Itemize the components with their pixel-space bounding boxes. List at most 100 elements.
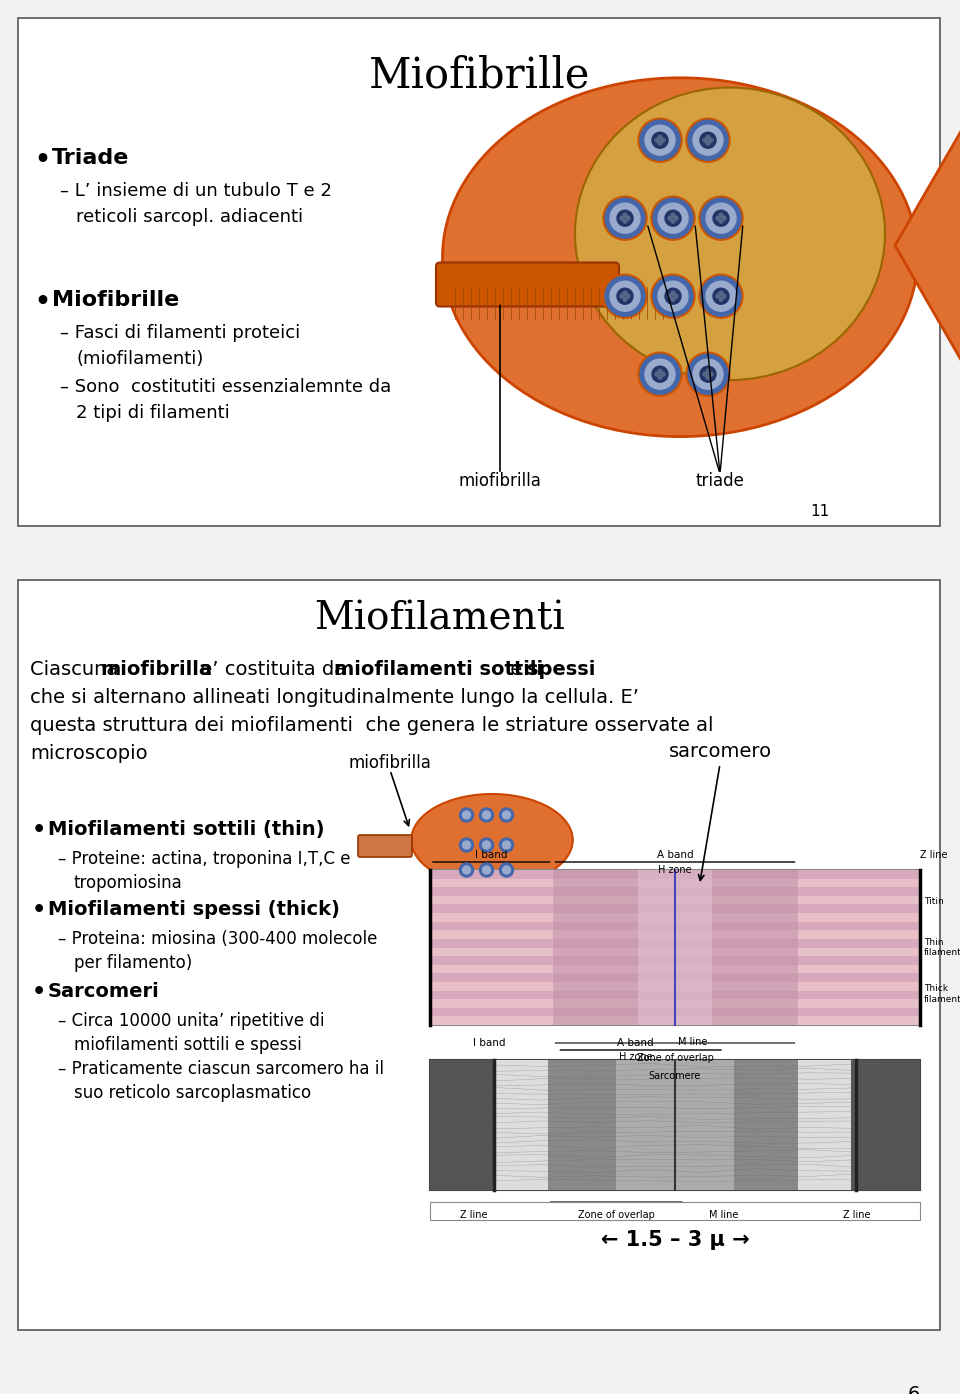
Circle shape (623, 213, 627, 217)
FancyBboxPatch shape (358, 835, 412, 857)
Text: •: • (34, 148, 50, 171)
Circle shape (703, 372, 707, 376)
Text: 2 tipi di filamenti: 2 tipi di filamenti (76, 404, 229, 422)
Text: 11: 11 (810, 505, 829, 519)
Circle shape (701, 276, 741, 316)
Circle shape (665, 210, 681, 226)
Text: questa struttura dei miofilamenti  che genera le striature osservate al: questa struttura dei miofilamenti che ge… (30, 717, 713, 735)
Text: Triade: Triade (52, 148, 130, 169)
Circle shape (671, 297, 675, 301)
Circle shape (617, 289, 633, 304)
Circle shape (623, 297, 627, 301)
Wedge shape (895, 70, 960, 421)
Circle shape (502, 841, 511, 849)
Bar (431, 930, 919, 940)
Circle shape (617, 210, 633, 226)
Circle shape (658, 141, 662, 145)
Ellipse shape (443, 78, 918, 436)
Text: A band: A band (657, 850, 693, 860)
Text: miofilamenti sottili: miofilamenti sottili (334, 659, 543, 679)
Text: – Sono  costitutiti essenzialemnte da: – Sono costitutiti essenzialemnte da (60, 378, 392, 396)
Circle shape (651, 197, 695, 240)
Circle shape (610, 282, 640, 311)
Text: tropomiosina: tropomiosina (74, 874, 182, 892)
Circle shape (626, 216, 630, 220)
Bar (431, 905, 919, 913)
Bar (431, 956, 919, 965)
Circle shape (483, 841, 491, 849)
Bar (431, 887, 919, 896)
Ellipse shape (575, 88, 885, 381)
Circle shape (688, 120, 728, 160)
Text: Miofibrille: Miofibrille (370, 54, 590, 98)
Text: •: • (32, 901, 46, 920)
Text: miofibrilla: miofibrilla (100, 659, 212, 679)
Circle shape (706, 204, 736, 233)
Text: •: • (32, 981, 46, 1002)
Circle shape (623, 219, 627, 223)
Circle shape (638, 118, 682, 162)
Bar (431, 913, 919, 921)
Circle shape (706, 369, 710, 374)
Text: Ciascuna: Ciascuna (30, 659, 125, 679)
Text: miofibrilla: miofibrilla (459, 473, 541, 491)
Circle shape (645, 360, 675, 389)
Circle shape (713, 289, 729, 304)
Text: Miofilamenti sottili (thin): Miofilamenti sottili (thin) (48, 820, 324, 839)
Bar (431, 1016, 919, 1025)
Bar (431, 921, 919, 930)
Circle shape (674, 294, 678, 298)
Bar (431, 973, 919, 981)
Text: triade: triade (696, 473, 744, 491)
Text: e’ costituita da: e’ costituita da (194, 659, 352, 679)
Text: Thin
filament: Thin filament (924, 938, 960, 958)
Text: (miofilamenti): (miofilamenti) (76, 350, 204, 368)
Circle shape (716, 294, 720, 298)
Circle shape (460, 863, 473, 877)
Circle shape (686, 118, 730, 162)
Text: miofilamenti sottili e spessi: miofilamenti sottili e spessi (74, 1036, 301, 1054)
Bar (18, 580, 940, 1330)
Circle shape (652, 132, 668, 148)
Text: – Praticamente ciascun sarcomero ha il: – Praticamente ciascun sarcomero ha il (58, 1059, 384, 1078)
Circle shape (671, 213, 675, 217)
Circle shape (722, 294, 726, 298)
Circle shape (653, 276, 693, 316)
Text: miofibrilla: miofibrilla (348, 754, 431, 772)
Circle shape (502, 811, 511, 820)
Circle shape (668, 216, 672, 220)
Circle shape (703, 138, 707, 142)
Circle shape (483, 811, 491, 820)
Bar (18, 18, 940, 526)
Bar (431, 878, 919, 887)
Circle shape (671, 219, 675, 223)
Bar (547, 1059, 798, 1190)
FancyBboxPatch shape (436, 262, 619, 307)
Circle shape (620, 216, 624, 220)
Circle shape (674, 216, 678, 220)
Bar (493, 1059, 547, 1190)
Circle shape (719, 291, 723, 296)
Circle shape (502, 866, 511, 874)
Circle shape (661, 372, 665, 376)
Circle shape (713, 210, 729, 226)
Bar (553, 870, 798, 1025)
Text: Z line: Z line (461, 1210, 488, 1220)
Text: Thick
filament: Thick filament (924, 984, 960, 1004)
Bar (431, 965, 919, 973)
Circle shape (658, 135, 662, 139)
Text: M line: M line (709, 1210, 738, 1220)
Circle shape (640, 120, 680, 160)
Circle shape (699, 197, 743, 240)
Circle shape (706, 135, 710, 139)
Bar (798, 1059, 852, 1190)
Text: Miofilamenti: Miofilamenti (315, 599, 565, 637)
Circle shape (640, 354, 680, 395)
Circle shape (709, 138, 713, 142)
Circle shape (655, 372, 659, 376)
Circle shape (706, 375, 710, 379)
Bar (431, 981, 919, 991)
Text: 6: 6 (907, 1386, 920, 1394)
Circle shape (651, 275, 695, 318)
Text: •: • (32, 820, 46, 841)
